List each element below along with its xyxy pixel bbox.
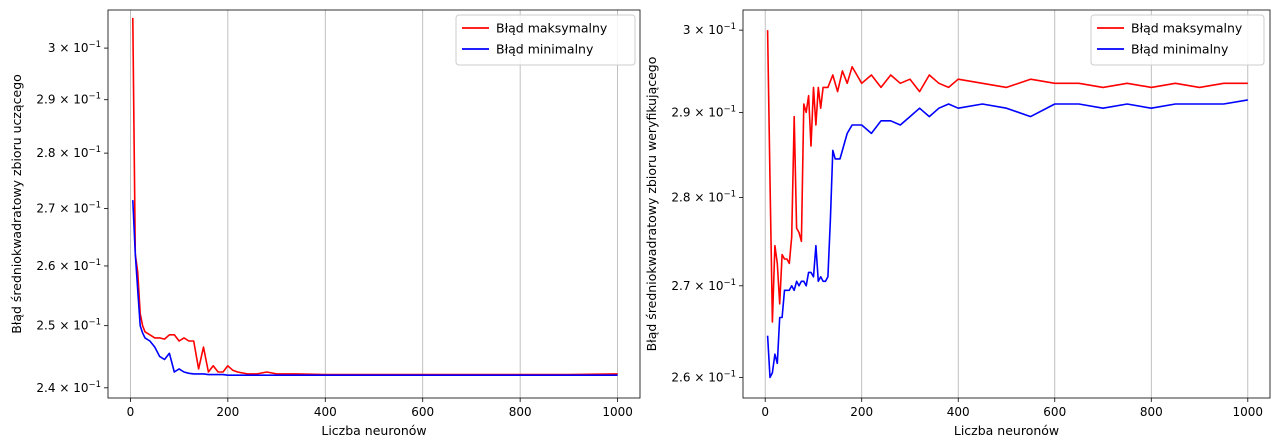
legend-label: Błąd maksymalny — [496, 21, 608, 36]
x-tick-label: 0 — [127, 405, 135, 419]
x-tick-label: 400 — [947, 405, 970, 419]
legend-label: Błąd maksymalny — [1131, 21, 1243, 36]
x-tick-label: 200 — [216, 405, 239, 419]
legend-box — [455, 14, 636, 66]
x-tick-label: 600 — [1043, 405, 1066, 419]
y-tick-label: 2.5 × 10−1 — [36, 318, 101, 333]
legend-label: Błąd minimalny — [496, 42, 594, 57]
y-tick-label: 2.6 × 10−1 — [36, 258, 101, 273]
legend-box — [1090, 14, 1265, 66]
legend-label: Błąd minimalny — [1131, 42, 1229, 57]
x-tick-label: 400 — [314, 405, 337, 419]
chart-panel-2: 0 200 400 600 800 1000 2.6 × 10−1 2.7 × 10−1 2.8… — [644, 9, 1271, 438]
y-tick-label: 3 × 10−1 — [48, 40, 101, 55]
x-axis-label: Liczba neuronów — [954, 423, 1059, 438]
axes-frame — [107, 9, 641, 399]
y-tick-label: 2.9 × 10−1 — [671, 104, 736, 119]
x-tick-label: 800 — [509, 405, 532, 419]
series-line-min-error — [766, 99, 1248, 379]
axes-frame — [742, 9, 1271, 399]
y-tick-label: 3 × 10−1 — [683, 22, 736, 37]
y-tick-label: 2.7 × 10−1 — [671, 278, 736, 293]
series-line-min-error — [132, 200, 618, 377]
y-tick-label: 2.8 × 10−1 — [36, 145, 101, 160]
y-tick-label: 2.9 × 10−1 — [36, 92, 101, 107]
legend: Błąd maksymalny Błąd minimalny — [455, 14, 636, 66]
legend: Błąd maksymalny Błąd minimalny — [1090, 14, 1265, 66]
y-tick-label: 2.4 × 10−1 — [36, 380, 101, 395]
y-axis-label: Błąd średniokwadratowy zbioru uczącego — [9, 74, 24, 334]
x-tick-label: 800 — [1140, 405, 1163, 419]
x-tick-label: 600 — [411, 405, 434, 419]
x-tick-label: 200 — [850, 405, 873, 419]
chart-panel-1: 0 200 400 600 800 1000 2.4 × 10−1 2.5 × 10−1 2.6… — [9, 9, 641, 438]
y-tick-label: 2.7 × 10−1 — [36, 200, 101, 215]
series-line-max-error — [766, 30, 1248, 323]
x-tick-label: 1000 — [602, 405, 633, 419]
series-line-max-error — [132, 17, 618, 376]
y-tick-label: 2.8 × 10−1 — [671, 190, 736, 205]
x-axis-label: Liczba neuronów — [321, 423, 426, 438]
x-tick-label: 0 — [761, 405, 769, 419]
x-tick-label: 1000 — [1233, 405, 1264, 419]
y-axis-label: Błąd średniokwadratowy zbioru weryfikują… — [644, 57, 659, 352]
y-tick-label: 2.6 × 10−1 — [671, 369, 736, 384]
